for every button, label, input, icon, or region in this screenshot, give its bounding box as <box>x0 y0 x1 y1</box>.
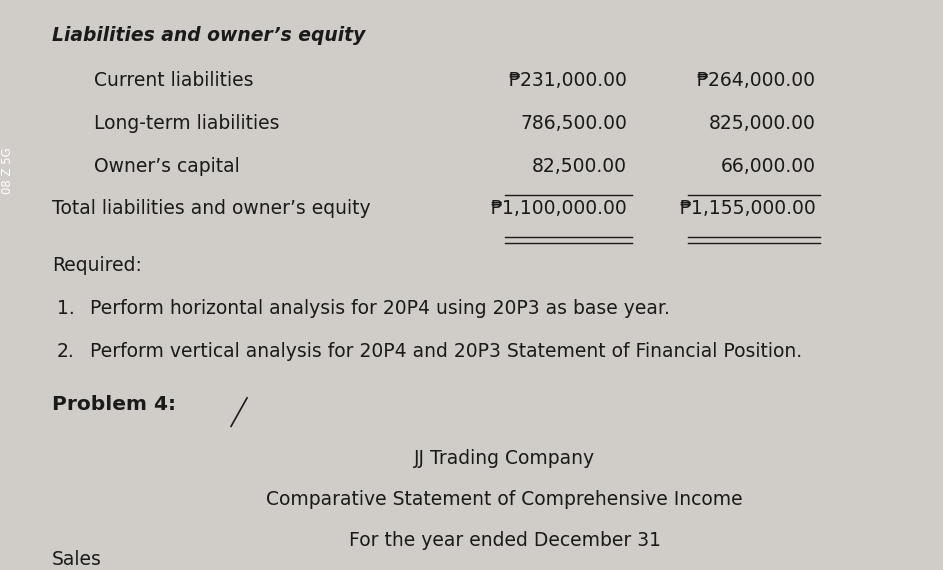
Text: ₱231,000.00: ₱231,000.00 <box>508 71 627 90</box>
Text: 1.: 1. <box>57 299 74 318</box>
Text: Perform horizontal analysis for 20P4 using 20P3 as base year.: Perform horizontal analysis for 20P4 usi… <box>90 299 670 318</box>
Text: Current liabilities: Current liabilities <box>94 71 254 90</box>
Text: 08 Z 5G: 08 Z 5G <box>1 148 14 194</box>
Text: ₱1,100,000.00: ₱1,100,000.00 <box>490 200 627 218</box>
Text: Long-term liabilities: Long-term liabilities <box>94 114 280 133</box>
Text: 66,000.00: 66,000.00 <box>720 157 816 176</box>
Text: Sales: Sales <box>52 550 102 569</box>
Text: For the year ended December 31: For the year ended December 31 <box>349 531 660 550</box>
Text: ₱1,155,000.00: ₱1,155,000.00 <box>679 200 816 218</box>
Text: Owner’s capital: Owner’s capital <box>94 157 240 176</box>
Text: Problem 4:: Problem 4: <box>52 395 175 414</box>
Text: Required:: Required: <box>52 256 141 275</box>
Text: 786,500.00: 786,500.00 <box>521 114 627 133</box>
Text: Total liabilities and owner’s equity: Total liabilities and owner’s equity <box>52 200 371 218</box>
Text: 82,500.00: 82,500.00 <box>532 157 627 176</box>
Text: 825,000.00: 825,000.00 <box>709 114 816 133</box>
Text: Perform vertical analysis for 20P4 and 20P3 Statement of Financial Position.: Perform vertical analysis for 20P4 and 2… <box>90 342 802 361</box>
Text: 2.: 2. <box>57 342 74 361</box>
Text: Liabilities and owner’s equity: Liabilities and owner’s equity <box>52 26 365 44</box>
Text: Comparative Statement of Comprehensive Income: Comparative Statement of Comprehensive I… <box>266 490 743 509</box>
Text: JJ Trading Company: JJ Trading Company <box>414 449 595 468</box>
Text: ₱264,000.00: ₱264,000.00 <box>697 71 816 90</box>
